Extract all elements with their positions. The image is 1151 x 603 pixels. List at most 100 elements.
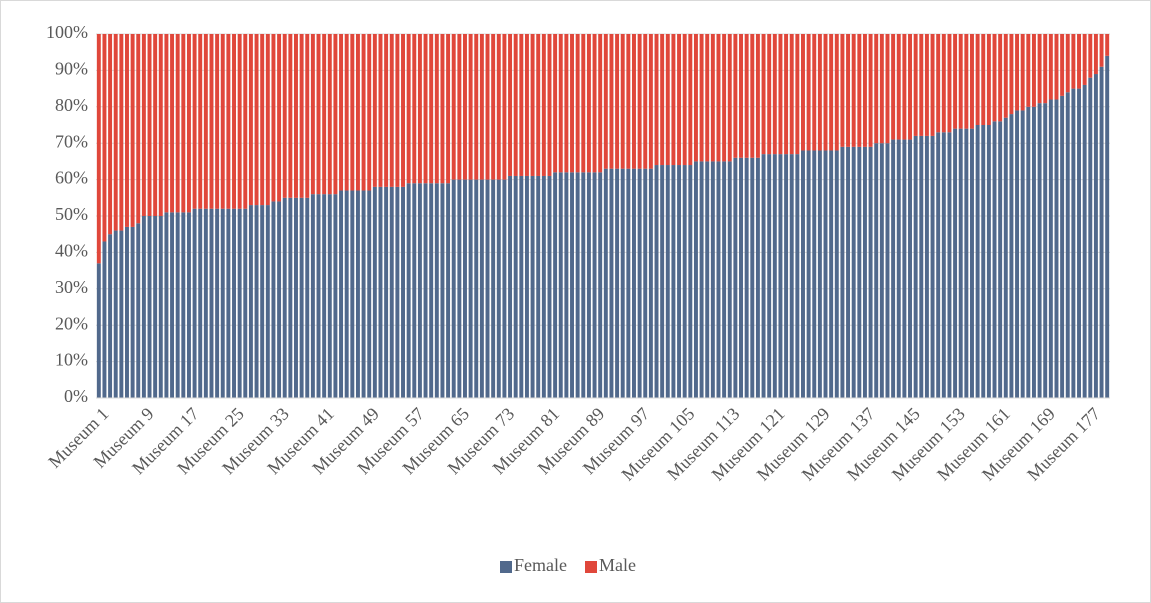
bar-segment (350, 34, 355, 191)
bar-segment (801, 150, 805, 398)
bar-segment (322, 34, 327, 195)
bar-segment (581, 34, 586, 173)
bar-segment (941, 34, 946, 133)
bar-segment (113, 34, 118, 231)
bar-segment (981, 34, 986, 125)
bar-segment (401, 34, 405, 187)
bar-segment (491, 34, 496, 180)
bar-segment (389, 186, 394, 398)
bar-segment (829, 34, 834, 151)
bar-segment (361, 34, 366, 191)
bar-segment (451, 34, 456, 180)
bar-segment (620, 168, 625, 398)
bar-segment (812, 34, 817, 151)
bar-segment (198, 34, 203, 209)
bar-segment (936, 132, 941, 398)
bar-segment (299, 34, 304, 198)
bar-segment (524, 175, 529, 398)
bar-segment (947, 34, 952, 133)
bar-segment (130, 226, 135, 398)
bar-segment (226, 34, 231, 209)
bar-segment (395, 34, 400, 187)
bar-segment (879, 143, 884, 398)
bar-segment (209, 34, 214, 209)
bar-segment (372, 34, 377, 187)
bar-segment (153, 216, 158, 398)
bar-segment (981, 125, 986, 398)
bar-segment (440, 34, 445, 184)
bar-segment (778, 34, 783, 155)
bar-segment (857, 146, 862, 398)
bar-segment (970, 128, 974, 398)
bar-segment (333, 194, 338, 398)
bar-segment (1037, 34, 1042, 104)
bar-segment (1026, 34, 1031, 107)
bar-segment (181, 212, 186, 398)
y-tick-label: 20% (55, 313, 88, 333)
bar-segment (265, 34, 270, 206)
bar-segment (141, 34, 146, 216)
bar-segment (451, 179, 456, 398)
bar-segment (986, 125, 991, 398)
bar-segment (682, 34, 687, 166)
bar-segment (265, 205, 270, 398)
bar-segment (406, 183, 411, 398)
bar-segment (1020, 34, 1025, 111)
bar-segment (423, 183, 428, 398)
bar-segment (96, 263, 101, 398)
bar-segment (992, 34, 997, 122)
bar-segment (1048, 99, 1053, 399)
bar-segment (575, 34, 580, 173)
bar-segment (1048, 34, 1053, 100)
bar-segment (147, 216, 152, 398)
bar-segment (355, 190, 360, 398)
bar-segment (643, 168, 648, 398)
bar-segment (395, 186, 400, 398)
bar-segment (479, 179, 484, 398)
bar-segment (772, 34, 777, 155)
bar-segment (102, 241, 107, 398)
bar-segment (806, 34, 811, 151)
bar-segment (406, 34, 411, 184)
bar-segment (468, 34, 473, 180)
bar-segment (271, 201, 276, 398)
bar-segment (817, 34, 822, 151)
bar-segment (485, 34, 490, 180)
y-tick-label: 0% (64, 386, 88, 406)
bar-segment (513, 175, 518, 398)
bar-segment (693, 34, 698, 162)
bar-segment (733, 157, 738, 398)
bar-segment (440, 183, 445, 398)
bar-segment (136, 223, 141, 398)
bar-segment (260, 34, 265, 206)
bar-segment (485, 179, 490, 398)
bar-segment (598, 172, 603, 398)
bar-segment (220, 34, 225, 209)
bar-segment (964, 128, 969, 398)
y-tick-label: 10% (55, 350, 88, 370)
bar-segment (102, 34, 107, 242)
bar-segment (806, 150, 811, 398)
bar-segment (260, 205, 265, 398)
bar-segment (277, 201, 282, 398)
bar-segment (924, 34, 929, 136)
bar-segment (795, 154, 800, 398)
bar-segment (919, 135, 924, 399)
bar-segment (688, 165, 693, 398)
bar-segment (1088, 34, 1093, 78)
bar-segment (96, 34, 101, 264)
bar-segment (761, 154, 766, 398)
bar-segment (423, 34, 428, 184)
bar-segment (615, 34, 620, 169)
bar-segment (1054, 34, 1059, 100)
bar-segment (682, 165, 687, 398)
bar-segment (570, 172, 574, 398)
bar-segment (930, 135, 935, 399)
bar-segment (322, 194, 327, 398)
bar-segment (372, 186, 377, 398)
bar-segment (947, 132, 952, 398)
bar-segment (710, 34, 715, 162)
bar-segment (502, 34, 507, 180)
bar-segment (885, 143, 890, 398)
bar-segment (986, 34, 991, 125)
